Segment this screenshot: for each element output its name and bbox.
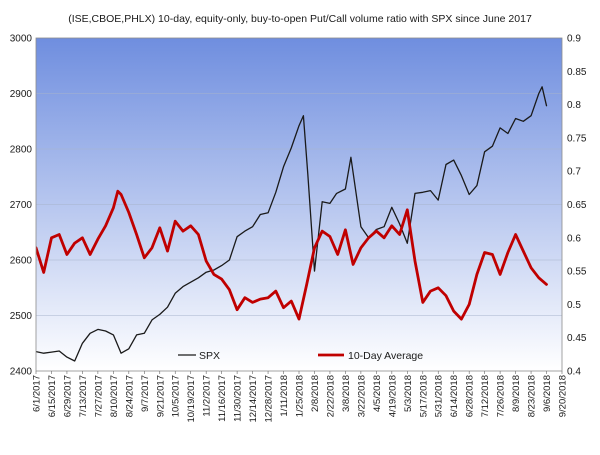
y-right-tick-label: 0.45 (567, 333, 587, 344)
x-tick-label: 8/9/2018 (511, 375, 522, 412)
series-lines (36, 86, 548, 362)
x-tick-label: 7/13/2017 (78, 375, 89, 417)
x-tick-label: 12/14/2017 (248, 375, 259, 423)
y-right-tick-labels: 0.4 0.45 0.5 0.55 0.6 0.65 0.7 0.75 0.8 0.85 0.9 (567, 34, 587, 378)
x-tick-label: 8/10/2017 (109, 375, 120, 417)
y-right-tick-label: 0.6 (567, 233, 581, 244)
x-tick-label: 6/14/2018 (449, 375, 460, 417)
x-tick-label: 3/22/2018 (356, 375, 367, 417)
legend-label-10-day-average: 10-Day Average (348, 350, 423, 362)
y-left-tick-label: 2500 (10, 311, 33, 322)
y-left-tick-label: 2400 (10, 367, 33, 378)
y-left-tick-label: 2600 (10, 256, 33, 267)
y-left-tick-label: 3000 (10, 34, 33, 45)
x-tick-label: 7/27/2017 (93, 375, 104, 417)
x-tick-label: 10/5/2017 (171, 375, 182, 417)
x-tick-label: 5/17/2018 (418, 375, 429, 417)
x-tick-label: 8/24/2017 (124, 375, 135, 417)
x-tick-label: 1/25/2018 (295, 375, 306, 417)
chart-title: (ISE,CBOE,PHLX) 10-day, equity-only, buy… (68, 13, 532, 25)
spx-line (36, 86, 548, 362)
x-tick-label: 3/8/2018 (341, 375, 352, 412)
y-right-tick-label: 0.5 (567, 300, 581, 311)
x-tick-label: 5/3/2018 (403, 375, 414, 412)
x-tick-label: 6/15/2017 (47, 375, 58, 417)
x-tick-label: 9/6/2018 (542, 375, 553, 412)
x-tick-label: 11/16/2017 (217, 375, 228, 422)
y-right-tick-label: 0.7 (567, 167, 581, 178)
x-tick-labels: 6/1/2017 6/15/2017 6/29/2017 7/13/2017 7/27/… (32, 371, 569, 423)
y-left-tick-labels: 2400 2500 2600 2700 2800 2900 3000 (10, 34, 33, 378)
x-tick-label: 6/28/2018 (465, 375, 476, 417)
y-left-tick-label: 2700 (10, 200, 33, 211)
y-right-tick-label: 0.85 (567, 67, 587, 78)
x-tick-label: 9/7/2017 (140, 375, 151, 412)
y-left-tick-label: 2800 (10, 145, 33, 156)
x-tick-label: 5/31/2018 (434, 375, 445, 417)
y-right-tick-label: 0.8 (567, 100, 581, 111)
legend: SPX 10-Day Average (178, 350, 423, 362)
legend-label-spx: SPX (199, 350, 220, 362)
x-tick-label: 2/8/2018 (310, 375, 321, 412)
x-tick-label: 4/5/2018 (372, 375, 383, 412)
x-tick-label: 1/11/2018 (279, 375, 290, 417)
x-tick-label: 9/21/2017 (155, 375, 166, 417)
x-tick-label: 9/20/2018 (558, 375, 569, 417)
y-right-tick-label: 0.55 (567, 267, 587, 278)
x-tick-label: 10/19/2017 (186, 375, 197, 423)
y-right-tick-label: 0.9 (567, 34, 581, 45)
y-right-tick-label: 0.75 (567, 133, 587, 144)
x-tick-label: 12/28/2017 (264, 375, 275, 423)
x-tick-label: 6/29/2017 (62, 375, 73, 417)
x-tick-label: 7/26/2018 (496, 375, 507, 417)
x-tick-label: 11/30/2017 (233, 375, 244, 422)
y-left-tick-label: 2900 (10, 89, 33, 100)
x-tick-label: 2/22/2018 (325, 375, 336, 417)
y-right-tick-label: 0.65 (567, 200, 587, 211)
gridlines (36, 93, 562, 316)
x-tick-label: 7/12/2018 (480, 375, 491, 417)
x-tick-label: 8/23/2018 (527, 375, 538, 417)
x-tick-label: 6/1/2017 (32, 375, 43, 412)
y-right-tick-label: 0.4 (567, 367, 581, 378)
x-tick-label: 11/2/2017 (202, 375, 213, 417)
ten-day-average-line (36, 189, 548, 321)
x-tick-label: 4/19/2018 (387, 375, 398, 417)
